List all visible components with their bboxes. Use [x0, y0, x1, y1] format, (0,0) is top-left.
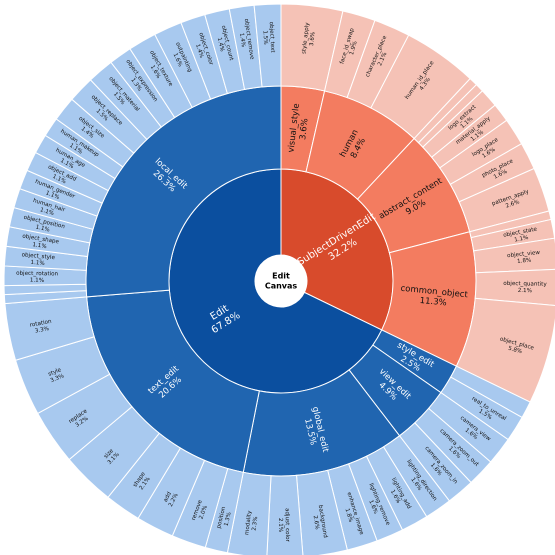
segment-value: 1.8%: [344, 508, 354, 523]
segment-value: 1.6%: [368, 499, 379, 514]
segment-value: 1.1%: [35, 224, 50, 233]
segment-value: 1.1%: [39, 207, 54, 217]
segment-value: 2.6%: [312, 515, 320, 530]
segment-label: modality2.3%: [244, 510, 260, 537]
segment-value: 2.0%: [198, 505, 208, 520]
segment-label: rotation3.3%: [29, 318, 53, 335]
segment-name: background: [317, 505, 328, 539]
segment-value: 1.8%: [517, 257, 532, 264]
segment-label: object_text1.5%: [262, 21, 276, 53]
segment-value: 1.3%: [223, 512, 232, 527]
segment-value: 2.1%: [377, 51, 388, 66]
segment-value: 1.1%: [45, 190, 60, 201]
segment-value: 1.1%: [514, 235, 529, 244]
segment-value: 3.3%: [49, 373, 64, 384]
segment-value: 1.6%: [493, 168, 508, 180]
rings: [3, 3, 555, 555]
segment-value: 1.1%: [52, 173, 67, 185]
segment-value: 1.1%: [30, 259, 45, 266]
segment-name: rotation: [29, 318, 52, 328]
segment-name: modality: [244, 510, 253, 536]
segment-value: 2.1%: [518, 287, 532, 293]
segment-value: 1.4%: [216, 37, 225, 52]
segment-name: add: [162, 491, 172, 504]
segment-value: 1.4%: [195, 43, 205, 58]
segment-value: 1.1%: [32, 242, 47, 250]
segment-label: add2.2%: [161, 489, 179, 507]
segment-label: object_view1.8%: [507, 249, 541, 265]
segment-name: adjust_color: [284, 508, 290, 543]
segment-value: 2.3%: [251, 516, 259, 531]
segment-label: style_apply3.6%: [301, 22, 317, 56]
segment-label: object_quantity2.1%: [503, 280, 547, 294]
segment-name: object_rotation: [16, 270, 59, 277]
segment-label: object_remove1.4%: [237, 18, 256, 61]
segment-value: 3.6%: [298, 118, 310, 141]
segment-label: adjust_color2.1%: [277, 508, 290, 543]
segment-name: style: [47, 367, 62, 378]
segment-name: style_apply: [301, 22, 311, 55]
segment-value: 1.9%: [349, 40, 359, 55]
sunburst-segment: [253, 3, 282, 88]
segment-name: object_shape: [22, 233, 60, 245]
center-hole: [255, 255, 307, 307]
segment-value: 1.1%: [30, 277, 44, 283]
segment-value: 2.6%: [505, 199, 520, 209]
segment-name: object_remove: [243, 18, 255, 60]
segment-name: object_style: [21, 252, 55, 261]
segment-value: 1.5%: [262, 30, 269, 44]
segment-label: style3.3%: [47, 367, 65, 384]
segment-value: 5.8%: [507, 345, 522, 355]
segment-value: 3.3%: [34, 326, 49, 335]
segment-label: object_style1.1%: [21, 252, 56, 268]
segment-name: object_quantity: [503, 280, 547, 287]
segment-value: 11.3%: [419, 295, 447, 308]
segment-name: position: [216, 506, 227, 529]
center-label: Canvas: [265, 282, 298, 291]
segment-value: 2.2%: [167, 492, 179, 507]
segment-name: object_view: [507, 249, 541, 258]
segment-value: 1.6%: [172, 52, 183, 67]
segment-label: object_shape1.1%: [21, 233, 60, 252]
segment-name: object_text: [268, 21, 276, 53]
segment-label: object_rotation1.1%: [16, 270, 59, 284]
center-label: Edit: [272, 272, 290, 281]
segment-value: 2.1%: [277, 518, 283, 532]
segment-label: background2.6%: [311, 505, 329, 540]
segment-label: position1.3%: [216, 506, 234, 531]
segment-value: 3.6%: [309, 32, 317, 47]
segment-value: 1.4%: [239, 33, 247, 48]
